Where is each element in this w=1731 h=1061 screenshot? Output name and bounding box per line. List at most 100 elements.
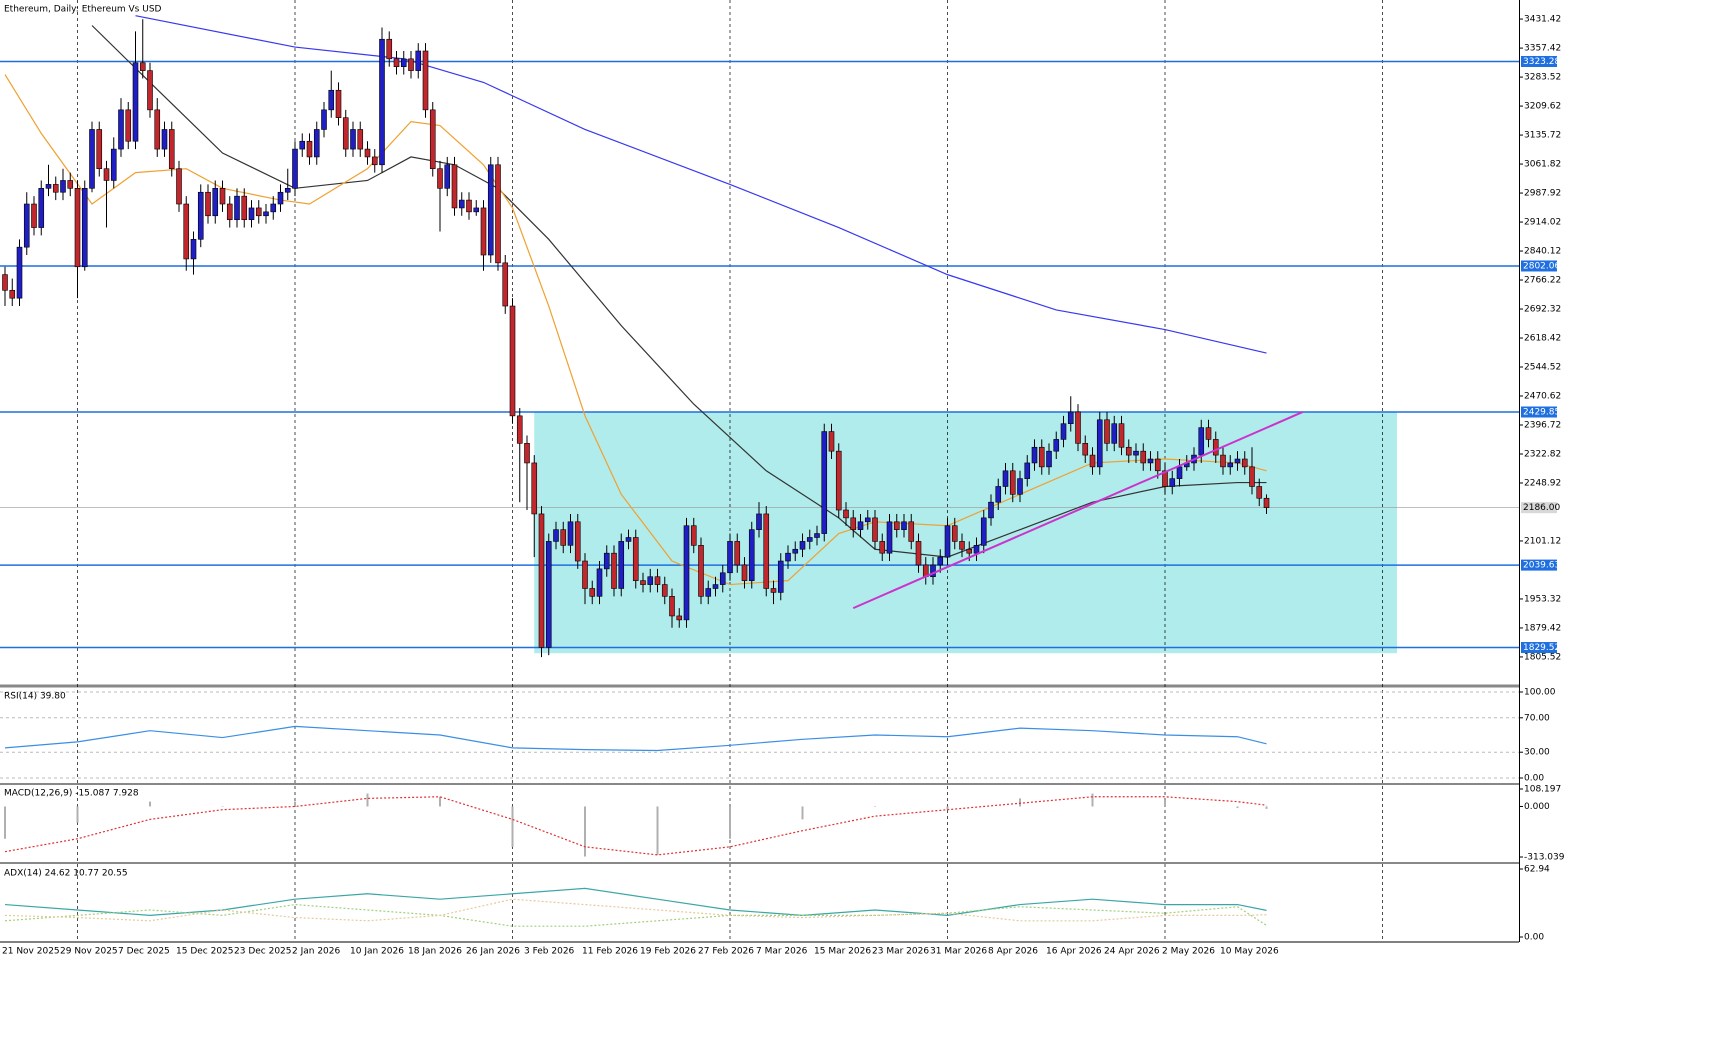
candle-body bbox=[908, 521, 915, 542]
candle-body bbox=[1162, 470, 1168, 487]
candle-body bbox=[828, 431, 835, 452]
candle-body bbox=[118, 109, 124, 150]
candle-body bbox=[161, 129, 168, 150]
candle-body bbox=[843, 509, 849, 519]
candle-body bbox=[212, 188, 219, 217]
x-tick-label: 23 Mar 2026 bbox=[872, 947, 929, 957]
x-tick-label: 2 Jan 2026 bbox=[292, 947, 340, 957]
candle-body bbox=[589, 588, 596, 597]
candle-body bbox=[509, 305, 516, 417]
candle-body bbox=[647, 576, 654, 585]
x-tick-label: 7 Dec 2025 bbox=[118, 947, 170, 957]
candle-body bbox=[669, 596, 675, 617]
x-tick-label: 16 Apr 2026 bbox=[1046, 947, 1102, 957]
x-tick-label: 7 Mar 2026 bbox=[756, 947, 808, 957]
candle-body bbox=[995, 486, 1002, 503]
rsi-title: RSI(14) 39.80 bbox=[4, 692, 66, 702]
candle-body bbox=[915, 541, 922, 566]
candle-body bbox=[495, 164, 501, 264]
candle-body bbox=[980, 517, 987, 546]
candle-body bbox=[197, 191, 204, 240]
candle-body bbox=[429, 109, 436, 169]
y-tick-label: 0.00 bbox=[1524, 933, 1544, 943]
y-tick-label: 100.00 bbox=[1524, 688, 1556, 698]
candle-body bbox=[74, 188, 81, 268]
histogram-bar bbox=[439, 796, 441, 807]
candle-body bbox=[770, 588, 777, 593]
histogram-bar bbox=[149, 801, 151, 807]
candle-body bbox=[879, 541, 886, 554]
candle-body bbox=[1256, 486, 1263, 499]
indicator-line bbox=[91, 25, 1267, 558]
y-tick-label: 2101.12 bbox=[1524, 536, 1561, 546]
candle-body bbox=[52, 184, 59, 193]
level-tag bbox=[1521, 55, 1557, 67]
candle-body bbox=[226, 203, 233, 221]
candle-body bbox=[959, 541, 965, 550]
histogram-bar bbox=[294, 801, 296, 807]
y-tick-label: 2396.72 bbox=[1524, 420, 1561, 430]
candle-body bbox=[944, 525, 951, 558]
candle-body bbox=[364, 148, 371, 158]
candle-body bbox=[1118, 423, 1125, 448]
candle-body bbox=[1125, 446, 1132, 456]
y-tick-label: 62.94 bbox=[1524, 865, 1550, 875]
candle-body bbox=[632, 537, 639, 581]
y-tick-label: 3357.42 bbox=[1524, 44, 1561, 54]
candle-body bbox=[937, 556, 944, 566]
candle-body bbox=[930, 564, 936, 578]
level-tag bbox=[1521, 642, 1557, 654]
y-tick-label: 2987.92 bbox=[1524, 189, 1561, 199]
candle-body bbox=[1104, 419, 1110, 444]
candle-body bbox=[342, 117, 349, 150]
candle-body bbox=[973, 545, 980, 554]
candle-body bbox=[712, 584, 719, 589]
candle-body bbox=[1096, 419, 1103, 468]
macd-title: MACD(12,26,9) -15.087 7.928 bbox=[4, 789, 139, 799]
indicator-line bbox=[4, 74, 1267, 586]
candle-body bbox=[531, 462, 538, 515]
candle-body bbox=[1024, 462, 1031, 479]
indicator-line bbox=[4, 725, 1267, 752]
candle-body bbox=[125, 109, 132, 142]
candle-body bbox=[777, 560, 784, 593]
candle-body bbox=[872, 517, 878, 542]
candle-body bbox=[139, 62, 146, 71]
candle-body bbox=[611, 552, 617, 589]
histogram-bar bbox=[1236, 806, 1239, 809]
y-tick-label: 2544.52 bbox=[1524, 363, 1561, 373]
histogram-bar bbox=[874, 806, 876, 807]
x-tick-label: 15 Dec 2025 bbox=[176, 947, 234, 957]
candle-body bbox=[763, 513, 770, 589]
candle-body bbox=[756, 513, 762, 530]
candle-body bbox=[1220, 454, 1226, 468]
histogram-bar bbox=[946, 806, 949, 810]
candle-body bbox=[1038, 446, 1045, 468]
candle-body bbox=[524, 443, 530, 464]
candle-body bbox=[1002, 470, 1009, 487]
x-tick-label: 21 Nov 2025 bbox=[2, 947, 60, 957]
candle-body bbox=[248, 207, 255, 221]
y-tick-label: 2766.22 bbox=[1524, 276, 1561, 286]
candle-body bbox=[393, 58, 400, 67]
candle-body bbox=[437, 168, 443, 189]
candle-body bbox=[31, 203, 37, 228]
level-tag bbox=[1521, 406, 1557, 418]
candle-body bbox=[1234, 458, 1241, 464]
histogram-bar bbox=[1265, 806, 1268, 809]
candle-body bbox=[45, 184, 52, 189]
candle-body bbox=[640, 580, 646, 585]
x-tick-label: 23 Dec 2025 bbox=[234, 947, 292, 957]
candle-body bbox=[132, 62, 139, 142]
x-tick-label: 11 Feb 2026 bbox=[582, 947, 638, 957]
indicator-line bbox=[4, 887, 1267, 916]
candle-body bbox=[292, 148, 298, 189]
y-tick-label: 0.000 bbox=[1524, 802, 1550, 812]
x-tick-label: 31 Mar 2026 bbox=[930, 947, 987, 957]
candle-body bbox=[473, 207, 480, 213]
level-tag bbox=[1521, 559, 1557, 571]
candle-body bbox=[988, 501, 994, 519]
candle-body bbox=[110, 148, 117, 181]
level-label: 2802.06 bbox=[1523, 261, 1560, 271]
